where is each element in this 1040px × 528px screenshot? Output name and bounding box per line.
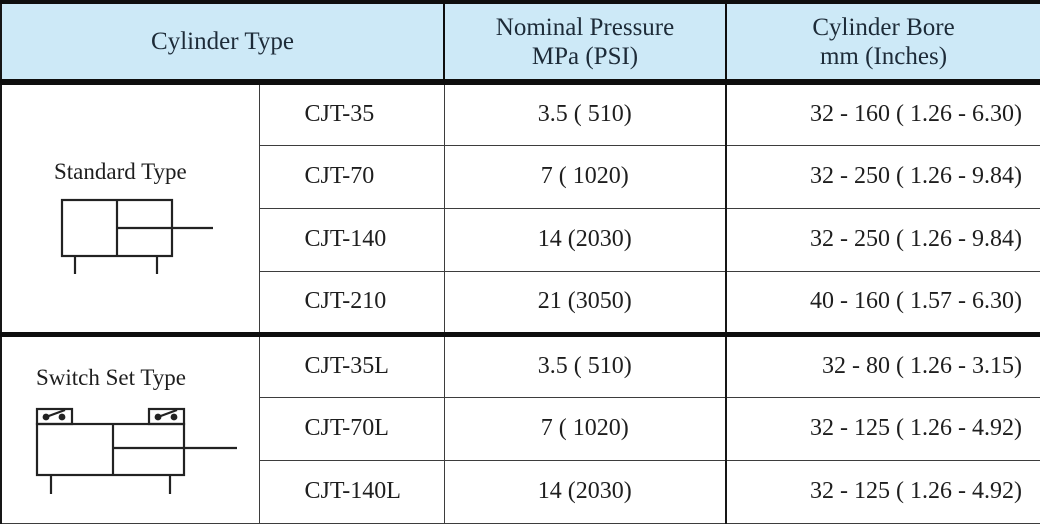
table-row: Switch Set Type	[0, 331, 1040, 524]
cell-model: CJT-210	[258, 270, 445, 335]
cell-bore: 32 - 250 ( 1.26 - 9.84)	[725, 207, 1040, 272]
switch-set-type-cylinder-diagram	[35, 407, 237, 494]
group-label-standard-type: Standard Type	[54, 159, 187, 184]
standard-type-cylinder-diagram	[60, 198, 213, 274]
header-cylinder-bore-line2: mm (Inches)	[819, 42, 948, 70]
table-row: CJT-70 7 ( 1020) 32 - 250 ( 1.26 - 9.84)	[1, 144, 1040, 209]
cell-pressure: 7 ( 1020)	[443, 396, 727, 461]
header-row: Cylinder Type Nominal Pressure MPa (PSI)…	[0, 0, 1040, 85]
header-cylinder-bore: Cylinder Bore mm (Inches)	[725, 0, 1040, 85]
header-nominal-pressure-line2: MPa (PSI)	[531, 42, 639, 70]
group-standard-type-cell: Standard Type	[0, 81, 260, 335]
cell-pressure: 21 (3050)	[443, 270, 727, 335]
cell-bore: 32 - 160 ( 1.26 - 6.30)	[725, 81, 1040, 146]
group-label-switch-set-type: Switch Set Type	[36, 364, 187, 390]
table-row: CJT-210 21 (3050) 40 - 160 ( 1.57 - 6.30…	[1, 270, 1040, 335]
group-switch-set-type-cell: Switch Set Type	[0, 331, 260, 524]
cell-bore: 32 - 125 ( 1.26 - 4.92)	[725, 459, 1040, 524]
cell-bore: 40 - 160 ( 1.57 - 6.30)	[725, 270, 1040, 335]
cell-pressure: 3.5 ( 510)	[443, 331, 727, 398]
cell-bore: 32 - 125 ( 1.26 - 4.92)	[725, 396, 1040, 461]
header-cylinder-bore-line1: Cylinder Bore	[812, 13, 955, 41]
cell-bore: 32 - 250 ( 1.26 - 9.84)	[725, 144, 1040, 209]
table-row: CJT-70L 7 ( 1020) 32 - 125 ( 1.26 - 4.92…	[1, 396, 1040, 461]
cell-model: CJT-35	[258, 81, 445, 146]
cell-pressure: 14 (2030)	[443, 207, 727, 272]
header-cylinder-type-label: Cylinder Type	[151, 28, 294, 55]
header-nominal-pressure: Nominal Pressure MPa (PSI)	[443, 0, 727, 85]
cell-bore: 32 - 80 ( 1.26 - 3.15)	[725, 331, 1040, 398]
cell-model: CJT-140	[258, 207, 445, 272]
header-cylinder-type: Cylinder Type	[0, 0, 445, 85]
cell-model: CJT-70	[258, 144, 445, 209]
cell-model: CJT-70L	[258, 396, 445, 461]
cell-pressure: 14 (2030)	[443, 459, 727, 524]
cell-pressure: 3.5 ( 510)	[443, 81, 727, 146]
table-row: Standard Type CJT-35 3.5 ( 510) 32 - 160…	[0, 81, 1040, 335]
cell-pressure: 7 ( 1020)	[443, 144, 727, 209]
table-row: CJT-140L 14 (2030) 32 - 125 ( 1.26 - 4.9…	[1, 459, 1040, 524]
cell-model: CJT-35L	[258, 331, 445, 398]
cell-model: CJT-140L	[258, 459, 445, 524]
table-row: CJT-140 14 (2030) 32 - 250 ( 1.26 - 9.84…	[1, 207, 1040, 272]
header-nominal-pressure-line1: Nominal Pressure	[495, 13, 675, 41]
